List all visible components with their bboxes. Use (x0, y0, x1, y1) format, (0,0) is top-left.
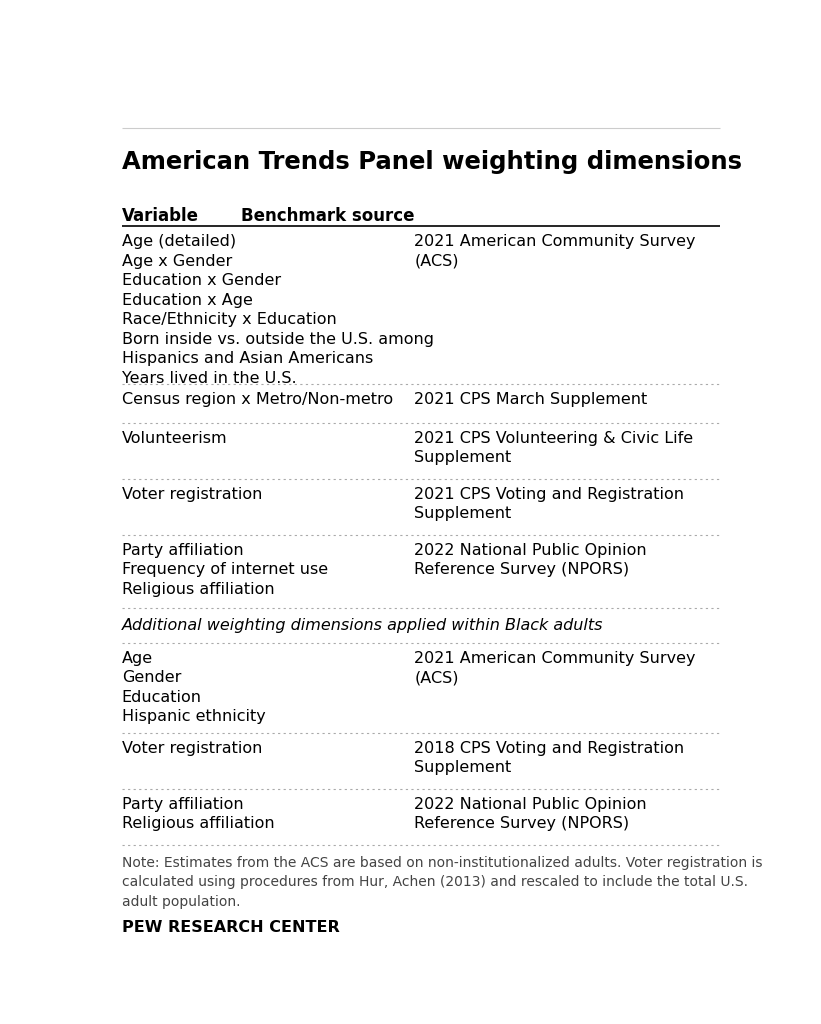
Text: 2018 CPS Voting and Registration
Supplement: 2018 CPS Voting and Registration Supplem… (415, 740, 685, 775)
Text: Benchmark source: Benchmark source (241, 207, 415, 225)
Text: Age (detailed)
Age x Gender
Education x Gender
Education x Age
Race/Ethnicity x : Age (detailed) Age x Gender Education x … (122, 234, 433, 386)
Text: Voter registration: Voter registration (122, 486, 262, 502)
Text: 2021 CPS Volunteering & Civic Life
Supplement: 2021 CPS Volunteering & Civic Life Suppl… (415, 431, 694, 465)
Text: Voter registration: Voter registration (122, 740, 262, 756)
Text: 2021 American Community Survey
(ACS): 2021 American Community Survey (ACS) (415, 651, 696, 685)
Text: Note: Estimates from the ACS are based on non-institutionalized adults. Voter re: Note: Estimates from the ACS are based o… (122, 856, 762, 908)
Text: 2022 National Public Opinion
Reference Survey (NPORS): 2022 National Public Opinion Reference S… (415, 797, 647, 831)
Text: 2021 American Community Survey
(ACS): 2021 American Community Survey (ACS) (415, 234, 696, 268)
Text: 2021 CPS March Supplement: 2021 CPS March Supplement (415, 392, 648, 407)
Text: Age
Gender
Education
Hispanic ethnicity: Age Gender Education Hispanic ethnicity (122, 651, 265, 724)
Text: 2021 CPS Voting and Registration
Supplement: 2021 CPS Voting and Registration Supplem… (415, 486, 685, 521)
Text: Volunteerism: Volunteerism (122, 431, 227, 445)
Text: Additional weighting dimensions applied within Black adults: Additional weighting dimensions applied … (122, 618, 603, 633)
Text: Variable: Variable (122, 207, 199, 225)
Text: PEW RESEARCH CENTER: PEW RESEARCH CENTER (122, 921, 339, 936)
Text: Census region x Metro/Non-metro: Census region x Metro/Non-metro (122, 392, 392, 407)
Text: American Trends Panel weighting dimensions: American Trends Panel weighting dimensio… (122, 151, 741, 174)
Text: 2022 National Public Opinion
Reference Survey (NPORS): 2022 National Public Opinion Reference S… (415, 543, 647, 578)
Text: Party affiliation
Religious affiliation: Party affiliation Religious affiliation (122, 797, 274, 831)
Text: Party affiliation
Frequency of internet use
Religious affiliation: Party affiliation Frequency of internet … (122, 543, 328, 597)
